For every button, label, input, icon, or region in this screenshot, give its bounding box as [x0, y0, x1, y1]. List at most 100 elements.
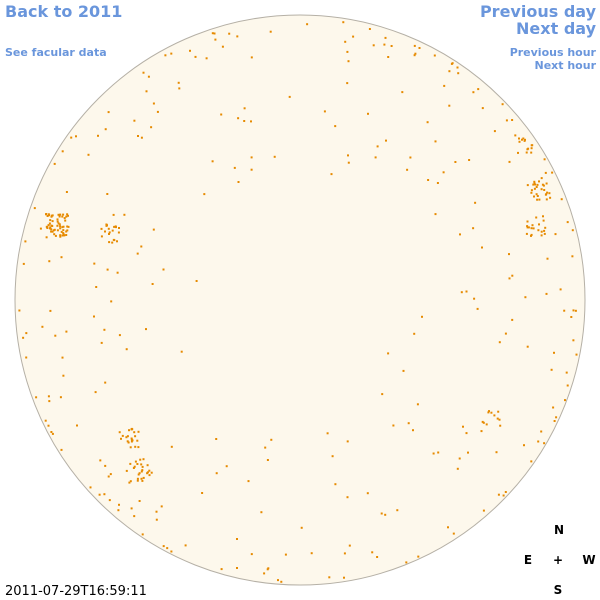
facula — [532, 183, 535, 186]
facula — [220, 113, 223, 116]
facula — [546, 257, 549, 260]
facula — [107, 227, 110, 230]
facula — [550, 368, 553, 371]
facula — [103, 328, 106, 331]
facula — [481, 246, 483, 249]
facula — [426, 121, 429, 124]
facula — [537, 440, 540, 443]
facula — [211, 160, 214, 163]
facula — [566, 221, 569, 224]
facula — [228, 32, 231, 35]
facula — [145, 90, 148, 93]
facula — [535, 216, 538, 219]
facula — [545, 193, 548, 196]
facula — [344, 40, 347, 43]
facula — [51, 225, 54, 227]
next-day-link[interactable]: Next day — [516, 19, 597, 38]
facula — [346, 50, 349, 53]
facula — [63, 217, 66, 220]
next-hour-link[interactable]: Next hour — [535, 59, 597, 72]
facula — [136, 463, 139, 465]
facula — [58, 223, 61, 226]
facula — [146, 464, 149, 467]
facula — [105, 224, 108, 227]
facular-link[interactable]: See facular data — [5, 46, 107, 59]
facula — [260, 511, 263, 514]
facula — [62, 213, 65, 216]
facula — [270, 438, 273, 441]
facula — [126, 435, 129, 438]
facula — [152, 102, 155, 105]
facula — [250, 120, 252, 123]
facula — [250, 56, 253, 59]
facula — [65, 230, 68, 233]
facula — [148, 474, 151, 477]
facula — [59, 225, 62, 228]
facula — [166, 547, 169, 550]
facula — [405, 561, 408, 564]
facula — [409, 156, 412, 159]
facula — [50, 230, 53, 233]
facula — [387, 56, 390, 58]
facula — [213, 32, 216, 35]
facula — [533, 187, 536, 190]
facula — [25, 332, 28, 335]
facula — [524, 138, 526, 141]
facula — [236, 35, 239, 38]
facula — [565, 371, 568, 374]
facula — [140, 470, 143, 473]
facula — [61, 234, 64, 237]
facula — [546, 191, 549, 194]
facula — [530, 191, 533, 194]
facula — [566, 384, 569, 387]
facula — [367, 112, 369, 115]
facula — [141, 465, 144, 468]
facula — [533, 182, 536, 185]
facula — [310, 552, 313, 555]
facula — [67, 225, 70, 228]
facula — [554, 233, 557, 236]
facula — [201, 492, 204, 494]
facula — [225, 465, 228, 468]
facula — [384, 36, 387, 39]
previous-day-link[interactable]: Previous day — [480, 2, 597, 21]
facula — [390, 45, 393, 47]
facula — [44, 419, 47, 422]
facula — [387, 352, 390, 355]
facula — [548, 192, 551, 195]
facula — [107, 111, 110, 114]
facula — [372, 44, 375, 47]
facula — [527, 226, 530, 229]
facula — [535, 186, 538, 188]
facula — [148, 469, 151, 472]
facula — [250, 156, 253, 159]
previous-hour-link[interactable]: Previous hour — [510, 46, 597, 59]
facula — [346, 440, 349, 443]
facula — [62, 232, 65, 235]
facula — [116, 240, 118, 243]
facula — [476, 307, 479, 310]
facula — [170, 445, 173, 448]
facula — [559, 288, 562, 291]
facula — [136, 439, 139, 442]
facula — [54, 234, 57, 237]
facula — [376, 556, 379, 558]
facula — [75, 135, 77, 138]
facula — [132, 467, 135, 469]
facula — [47, 224, 50, 227]
facula — [535, 193, 538, 196]
facula — [60, 230, 63, 233]
facula — [264, 446, 267, 449]
facula — [542, 215, 544, 218]
facula — [151, 283, 154, 285]
facula — [328, 576, 331, 579]
facula — [61, 215, 64, 218]
back-link[interactable]: Back to 2011 — [5, 2, 122, 21]
facula — [250, 553, 253, 556]
facula — [105, 223, 108, 226]
facula — [59, 396, 62, 399]
facula — [131, 428, 134, 431]
facula — [482, 509, 485, 512]
facula — [437, 451, 440, 454]
